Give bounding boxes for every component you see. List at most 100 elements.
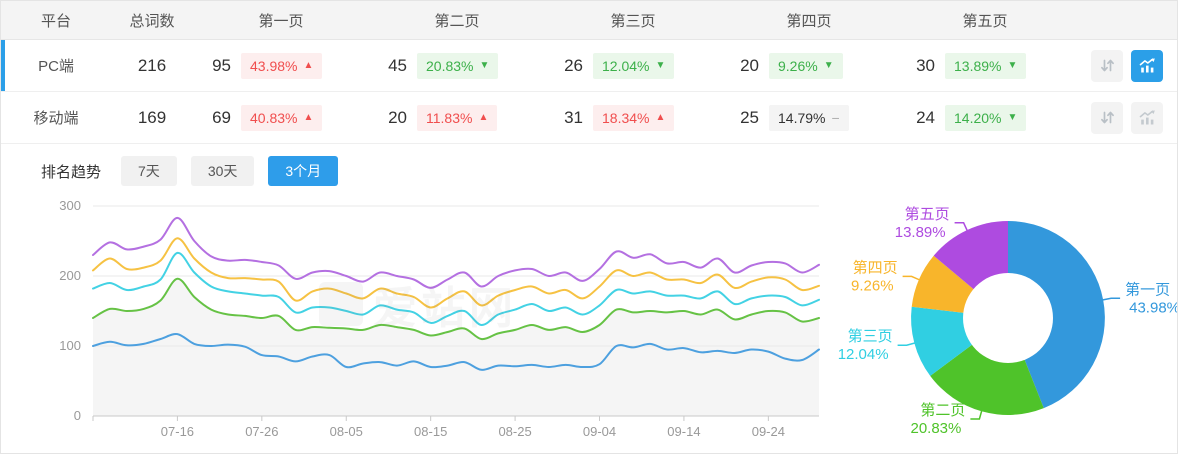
x-tick-label: 07-26 [245,424,278,439]
y-tick-label: 300 [59,198,81,213]
page-3-cell: 31 18.34% ▲ [545,104,721,131]
page-3-cell: 26 12.04% ▼ [545,52,721,79]
series-line [92,216,820,289]
trend-toolbar: 排名趋势 7天 30天 3个月 [1,154,1177,188]
trend-range-tab-7天[interactable]: 7天 [121,156,177,186]
page-count: 25 [740,107,759,127]
up-triangle-icon: ▲ [303,59,314,71]
page-count: 45 [388,55,407,75]
percent-value: 12.04% [602,57,650,74]
page-count: 20 [740,55,759,75]
percent-badge-down: 14.20% ▼ [945,104,1027,131]
trend-line-chart: 07-16 07-26 08-05 08-15 08-25 09-04 09-14 09-24… [29,194,829,453]
page-4-cell: 20 9.26% ▼ [721,52,897,79]
percent-value: 13.89% [954,57,1002,74]
page-count: 69 [212,107,231,127]
x-tick-label: 08-25 [498,424,531,439]
x-tick-label: 08-05 [330,424,363,439]
slice-label-percent: 13.89% [895,224,946,241]
x-tick-label: 09-24 [752,424,785,439]
series-line [92,277,820,341]
page-count: 95 [212,55,231,75]
page-count: 24 [916,107,935,127]
y-tick-label: 200 [59,268,81,283]
slice-label-name: 第一页 [1125,280,1170,298]
x-tick-label: 09-04 [583,424,616,439]
page-1-cell: 69 40.83% ▲ [193,104,369,131]
percent-value: 11.83% [426,109,473,126]
table-row[interactable]: PC端 216 95 43.98% ▲ 45 20.83% ▼ 26 12.04% ▼ 20 9.26%… [1,40,1177,92]
platform-name: 移动端 [33,110,79,127]
up-triangle-icon: ▲ [303,111,314,123]
up-triangle-icon: ▲ [478,111,489,123]
page-count: 31 [564,107,583,127]
percent-badge-down: 9.26% ▼ [769,52,843,79]
slice-label-name: 第五页 [905,205,950,223]
percent-value: 40.83% [250,109,298,126]
up-triangle-icon: ▲ [655,111,666,123]
label-leader-line [1102,297,1121,301]
trend-range-tab-30天[interactable]: 30天 [190,156,255,186]
charts-area: 07-16 07-26 08-05 08-15 08-25 09-04 09-14 09-24… [1,194,1177,453]
sort-button[interactable] [1091,49,1123,82]
total-words-value: 216 [137,55,167,75]
down-triangle-icon: ▼ [479,59,490,71]
slice-label-percent: 43.98% [1129,299,1177,316]
total-words-value: 169 [137,107,167,127]
percent-badge-up: 18.34% ▲ [593,104,675,131]
percent-value: 14.20% [954,109,1002,126]
x-tick-label: 09-14 [667,424,700,439]
y-tick-label: 0 [74,408,81,423]
percent-badge-down: 13.89% ▼ [945,52,1027,79]
percent-value: 20.83% [426,57,474,74]
row-actions [1073,49,1177,82]
down-triangle-icon: ▼ [655,59,666,71]
slice-label-name: 第三页 [848,327,893,345]
page-2-cell: 45 20.83% ▼ [369,52,545,79]
column-header-page2: 第二页 [434,12,480,30]
minus-icon: − [831,109,840,126]
selected-row-indicator [1,40,5,91]
percent-value: 43.98% [250,57,298,74]
donut-slice-第一页[interactable] [1008,221,1105,409]
trend-title: 排名趋势 [41,163,102,181]
down-triangle-icon: ▼ [1007,59,1018,71]
label-leader-line [902,275,921,281]
column-header-page4: 第四页 [786,12,832,30]
percent-badge-down: 12.04% ▼ [593,52,675,79]
sort-button[interactable] [1091,101,1123,134]
series-line [92,237,820,309]
column-header-page3: 第三页 [610,12,656,30]
platform-name: PC端 [38,58,74,75]
x-tick-label: 08-15 [414,424,447,439]
y-tick-label: 100 [59,338,81,353]
percent-badge-down: 20.83% ▼ [417,52,499,79]
donut-hole [963,273,1053,363]
label-leader-line [970,410,983,420]
down-triangle-icon: ▼ [823,59,834,71]
percent-value: 9.26% [778,57,818,74]
column-header-page1: 第一页 [258,12,304,30]
slice-label-name: 第四页 [853,258,898,276]
column-header-page5: 第五页 [962,12,1008,30]
row-actions [1073,101,1177,134]
show-trend-chart-button[interactable] [1131,101,1163,134]
table-body: PC端 216 95 43.98% ▲ 45 20.83% ▼ 26 12.04% ▼ 20 9.26%… [1,40,1177,144]
show-trend-chart-button[interactable] [1131,49,1163,82]
percent-badge-up: 40.83% ▲ [241,104,323,131]
page-4-cell: 25 14.79% − [721,104,897,131]
page-5-cell: 24 14.20% ▼ [897,104,1073,131]
trend-range-tab-3个月[interactable]: 3个月 [268,156,339,186]
percent-value: 18.34% [602,109,650,126]
column-header-total: 总词数 [129,12,175,30]
page-2-cell: 20 11.83% ▲ [369,104,545,131]
trend-range-tabs: 7天 30天 3个月 [121,156,352,186]
page-1-cell: 95 43.98% ▲ [193,52,369,79]
table-row[interactable]: 移动端 169 69 40.83% ▲ 20 11.83% ▲ 31 18.34% ▲ 25 14.79… [1,92,1177,144]
trend-chart-icon [1139,57,1155,72]
line-chart-svg: 07-16 07-26 08-05 08-15 08-25 09-04 09-14 09-24… [59,198,820,439]
page-5-cell: 30 13.89% ▼ [897,52,1073,79]
slice-label-percent: 20.83% [910,420,961,437]
